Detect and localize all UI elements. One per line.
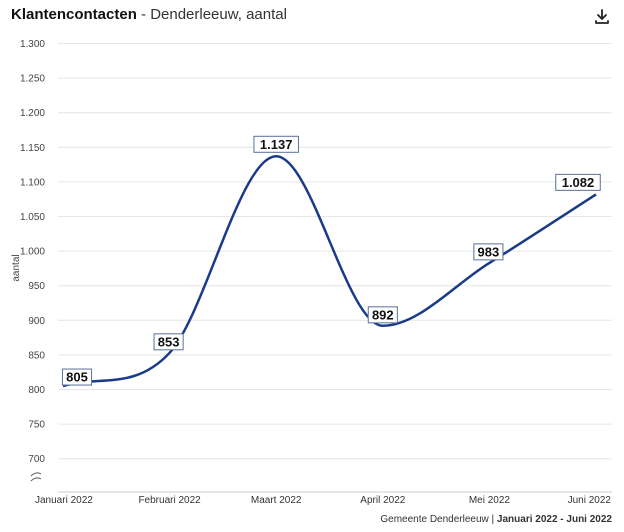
x-tick-label: Juni 2022 <box>568 495 612 506</box>
y-tick-label: 700 <box>28 454 45 465</box>
data-label-text: 1.082 <box>562 175 595 190</box>
data-label: 1.082 <box>555 173 601 191</box>
data-label-text: 983 <box>478 244 500 259</box>
chart-title: Klantencontacten - Denderleeuw, aantal <box>11 5 611 25</box>
y-tick-label: 1.300 <box>20 39 45 50</box>
y-tick-label: 1.050 <box>20 212 45 223</box>
data-label-box <box>153 333 184 351</box>
y-tick-label: 1.000 <box>20 247 45 258</box>
chart-header: Klantencontacten - Denderleeuw, aantal <box>11 5 611 29</box>
title-main: Klantencontacten <box>11 6 137 23</box>
data-label-text: 1.137 <box>260 137 293 152</box>
x-tick-label: Januari 2022 <box>35 495 93 506</box>
data-label: 1.137 <box>253 135 299 153</box>
x-tick-label: April 2022 <box>360 495 405 506</box>
data-label: 853 <box>153 333 184 351</box>
y-tick-label: 1.150 <box>20 143 45 154</box>
data-label-box <box>555 173 601 191</box>
data-label: 805 <box>61 368 93 386</box>
x-tick-label: Mei 2022 <box>469 495 511 506</box>
data-label: 983 <box>473 243 504 261</box>
data-labels: 805 853 1.137 892 983 1.082 <box>61 135 601 386</box>
y-tick-label: 1.250 <box>20 74 45 85</box>
y-tick-label: 850 <box>28 350 45 361</box>
axis-break-mark <box>30 472 42 477</box>
axis-break-icon <box>30 472 42 482</box>
axis-break-mark <box>30 477 42 482</box>
y-axis-label: aantal <box>11 254 22 281</box>
x-tick-label: Maart 2022 <box>251 495 302 506</box>
data-label-text: 853 <box>158 334 180 349</box>
data-label: 892 <box>367 306 398 324</box>
data-label-box <box>473 243 504 261</box>
data-label-box <box>61 368 93 386</box>
y-tick-label: 800 <box>28 385 45 396</box>
y-tick-label: 1.200 <box>20 108 45 119</box>
series-line-path <box>62 155 597 388</box>
y-tick-label: 750 <box>28 420 45 431</box>
title-subtitle: - Denderleeuw, aantal <box>136 6 287 23</box>
y-axis-tick-labels: 700 750 800 850 900 950 1.000 1.050 1.100 1.150 1.… <box>20 39 45 465</box>
series-line <box>62 155 597 388</box>
y-tick-label: 1.100 <box>20 177 45 188</box>
data-label-text: 805 <box>66 370 88 385</box>
footer-separator: | <box>488 514 497 525</box>
footer-period: Januari 2022 - Juni 2022 <box>496 514 612 525</box>
x-tick-label: Februari 2022 <box>138 495 201 506</box>
x-axis-tick-labels: Januari 2022 Februari 2022 Maart 2022 April… <box>35 495 611 506</box>
data-label-text: 892 <box>372 307 394 322</box>
data-label-box <box>367 306 398 324</box>
chart-footer: Gemeente Denderleeuw | Januari 2022 - Ju… <box>380 514 612 525</box>
download-icon[interactable] <box>593 8 611 26</box>
data-label-box <box>253 135 299 153</box>
footer-source: Gemeente Denderleeuw <box>380 514 489 525</box>
y-tick-label: 950 <box>28 281 45 292</box>
y-tick-label: 900 <box>28 316 45 327</box>
